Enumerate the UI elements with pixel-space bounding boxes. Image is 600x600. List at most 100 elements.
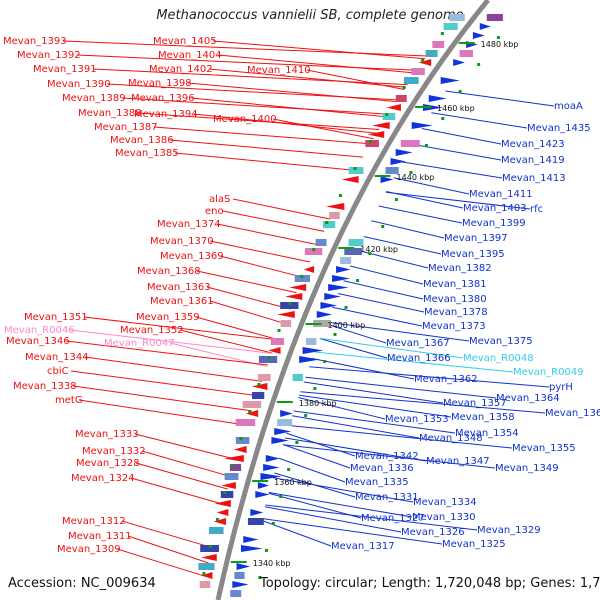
gene-label-right[interactable]: Mevan_1365 [545,408,600,419]
tick-mark [325,221,329,224]
gene-label-right[interactable]: Mevan_1411 [469,189,533,200]
gene-label-left[interactable]: Mevan_R0047 [104,338,175,349]
gene-label-right[interactable]: Mevan_1331 [355,492,419,503]
tick-mark [368,140,372,143]
gene-label-right[interactable]: Mevan_R0048 [463,353,534,364]
gene-label-right[interactable]: Mevan_1327 [361,513,425,524]
gene-label-right[interactable]: Mevan_1335 [345,477,409,488]
label-connector [337,293,425,313]
gene-label-right[interactable]: Mevan_1419 [501,155,565,166]
gene-label-right[interactable]: Mevan_1362 [414,374,478,385]
feature-arrow-left [325,203,345,210]
gene-label-right[interactable]: Mevan_1354 [455,428,519,439]
gene-label-right[interactable]: Mevan_1325 [442,539,506,550]
gene-label-left[interactable]: Mevan_1338 [13,381,77,392]
gene-label-right[interactable]: Mevan_1357 [443,398,507,409]
gene-label-right[interactable]: Mevan_1382 [428,263,492,274]
gene-label-left[interactable]: Mevan_1390 [47,79,111,90]
gene-label-left[interactable]: Mevan_1312 [62,516,126,527]
gene-label-right[interactable]: Mevan_1395 [441,249,505,260]
gene-label-left[interactable]: Mevan_1368 [137,266,201,277]
gene-label-left[interactable]: Mevan_1404 [158,50,222,61]
gene-label-left[interactable]: Mevan_1344 [25,352,89,363]
gene-label-left[interactable]: Mevan_1388 [78,108,142,119]
gene-label-left[interactable]: Mevan_1391 [33,64,97,75]
gene-label-right[interactable]: Mevan_1347 [426,456,490,467]
gene-label-right[interactable]: Mevan_1349 [495,463,559,474]
gene-label-right[interactable]: Mevan_1413 [502,173,566,184]
feature-block [382,113,396,120]
feature-block [199,581,211,588]
gene-label-left[interactable]: Mevan_1361 [150,296,214,307]
gene-label-right[interactable]: Mevan_1348 [419,433,483,444]
gene-label-right[interactable]: Mevan_1399 [462,218,526,229]
gene-label-right[interactable]: Mevan_1403 [463,203,527,214]
gene-label-right[interactable]: Mevan_1334 [413,497,477,508]
gene-label-left[interactable]: Mevan_R0046 [4,325,75,336]
gene-label-left[interactable]: Mevan_1398 [128,78,192,89]
gene-label-left[interactable]: Mevan_1333 [75,429,139,440]
gene-label-right[interactable]: Mevan_1366 [387,353,451,364]
gene-label-left[interactable]: Mevan_1369 [160,251,224,262]
gene-label-left[interactable]: Mevan_1324 [71,473,135,484]
gene-label-right[interactable]: Mevan_1381 [423,279,487,290]
gene-label-left[interactable]: Mevan_1400 [213,114,277,125]
gene-label-right[interactable]: Mevan_1353 [385,414,449,425]
gene-label-left[interactable]: Mevan_1328 [76,458,140,469]
gene-label-left[interactable]: Mevan_1363 [147,282,211,293]
gene-label-left[interactable]: Mevan_1405 [153,36,217,47]
gene-label-left[interactable]: eno [205,206,224,217]
gene-label-right[interactable]: Mevan_1397 [444,233,508,244]
scale-label: 1340 kbp [253,559,291,568]
gene-label-right[interactable]: Mevan_1373 [422,321,486,332]
gene-label-right[interactable]: Mevan_1326 [401,527,465,538]
label-connector [65,340,268,366]
feature-arrow-right [260,473,282,480]
tick-mark [279,495,283,498]
gene-label-left[interactable]: Mevan_1352 [120,325,184,336]
gene-label-left[interactable]: Mevan_1386 [110,135,174,146]
gene-label-left[interactable]: Mevan_1393 [3,36,67,47]
gene-label-right[interactable]: Mevan_1358 [451,412,515,423]
gene-label-left[interactable]: Mevan_1311 [68,531,132,542]
gene-label-left[interactable]: Mevan_1394 [134,109,198,120]
label-connector [121,97,389,115]
gene-label-left[interactable]: Mevan_1374 [157,219,221,230]
feature-arrow-right [395,149,413,156]
tick-mark [248,410,252,413]
gene-label-left[interactable]: Mevan_1396 [131,93,195,104]
gene-label-right[interactable]: Mevan_1378 [424,307,488,318]
gene-label-left[interactable]: Mevan_1402 [149,64,213,75]
gene-label-left[interactable]: Mevan_1387 [94,122,158,133]
gene-label-right[interactable]: Mevan_1380 [423,294,487,305]
gene-label-right[interactable]: Mevan_1329 [477,525,541,536]
gene-label-left[interactable]: alaS [209,194,230,205]
gene-label-right[interactable]: pyrH [549,382,573,393]
gene-label-left[interactable]: Mevan_1309 [57,544,121,555]
gene-label-right[interactable]: Mevan_1336 [350,463,414,474]
gene-label-right[interactable]: Mevan_1435 [527,123,591,134]
gene-label-left[interactable]: Mevan_1392 [17,50,81,61]
gene-label-right[interactable]: Mevan_1342 [355,451,419,462]
gene-label-right[interactable]: Mevan_1355 [512,443,576,454]
gene-label-right[interactable]: rfc [530,204,543,215]
gene-label-left[interactable]: Mevan_1332 [82,446,146,457]
gene-label-left[interactable]: Mevan_1351 [24,312,88,323]
gene-label-right[interactable]: Mevan_1330 [412,512,476,523]
gene-label-left[interactable]: Mevan_1359 [136,312,200,323]
gene-label-left[interactable]: Mevan_1346 [6,336,70,347]
gene-label-left[interactable]: Mevan_1385 [115,148,179,159]
gene-label-right[interactable]: Mevan_1375 [469,336,533,347]
gene-label-left[interactable]: metG [55,395,83,406]
gene-label-left[interactable]: Mevan_1370 [150,236,214,247]
gene-label-right[interactable]: Mevan_1367 [386,338,450,349]
gene-label-right[interactable]: Mevan_R0049 [513,367,584,378]
label-connector [265,504,478,531]
gene-label-right[interactable]: Mevan_1364 [496,393,560,404]
gene-label-right[interactable]: Mevan_1317 [331,541,395,552]
gene-label-left[interactable]: cbiC [47,366,69,377]
gene-label-left[interactable]: Mevan_1389 [62,93,126,104]
gene-label-left[interactable]: Mevan_1410 [247,65,311,76]
gene-label-right[interactable]: moaA [554,101,583,112]
gene-label-right[interactable]: Mevan_1423 [501,139,565,150]
